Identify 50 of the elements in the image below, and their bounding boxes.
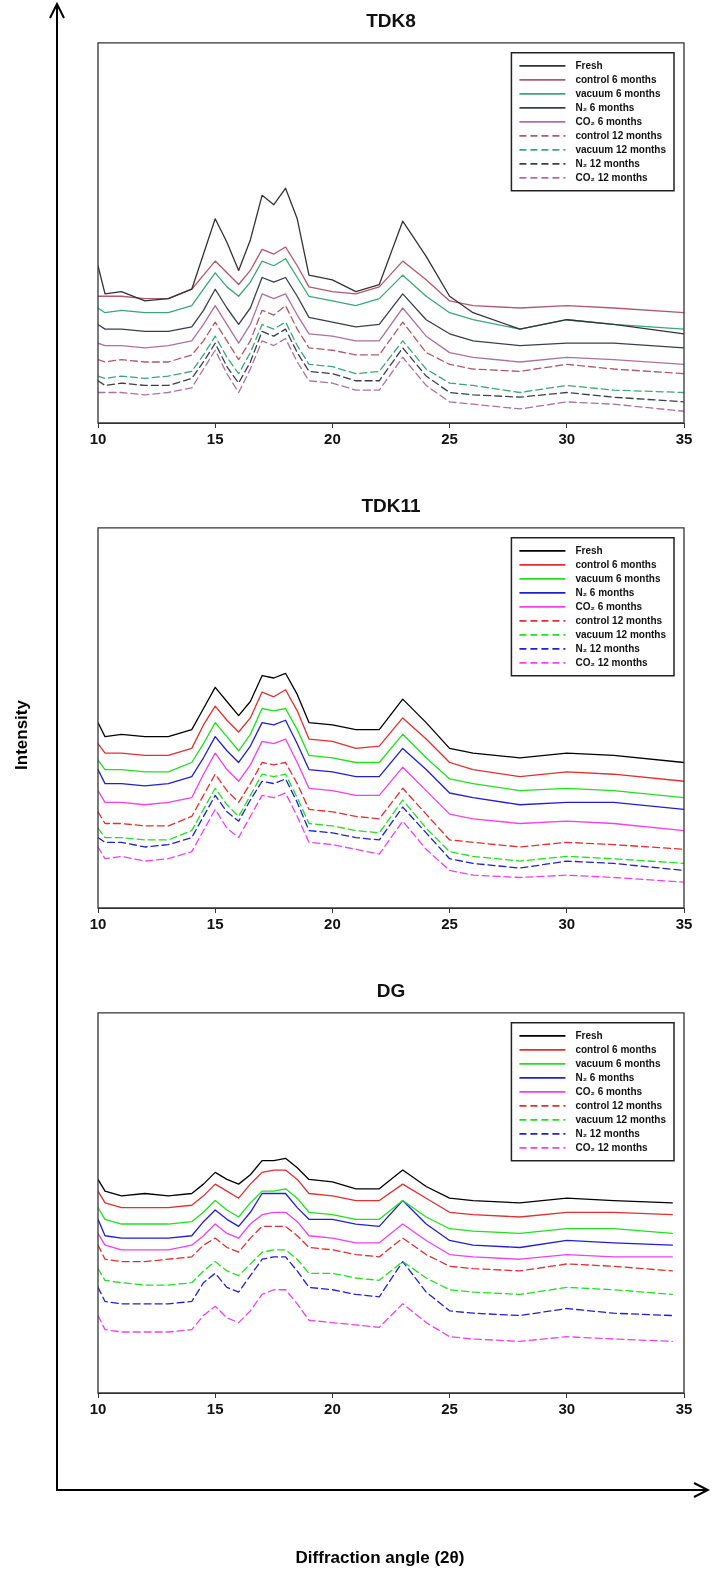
x-tick-label: 30 (558, 430, 576, 448)
chart-title: TDK8 (366, 9, 416, 31)
legend-label: vacuum 12 months (575, 1113, 667, 1125)
x-tick-label: 15 (206, 1400, 224, 1418)
legend-label: vacuum 6 months (575, 1057, 661, 1069)
y-axis-title: Intensity (12, 700, 32, 770)
legend-label: N₂ 6 months (575, 1071, 635, 1083)
x-tick-label: 10 (89, 1400, 107, 1418)
x-tick-label: 35 (675, 915, 693, 933)
legend-label: control 6 months (575, 73, 657, 85)
x-tick-label: 15 (206, 915, 224, 933)
x-tick-label: 25 (441, 915, 458, 933)
legend-label: N₂ 12 months (575, 642, 641, 654)
x-tick-label: 35 (675, 1400, 693, 1418)
x-tick-label: 20 (324, 430, 341, 448)
x-tick-label: 30 (558, 1400, 576, 1418)
x-tick-label: 20 (324, 915, 341, 933)
legend-label: control 6 months (575, 558, 657, 570)
legend-label: control 6 months (575, 1043, 657, 1055)
legend-label: N₂ 6 months (575, 586, 635, 598)
chart-title: DG (376, 979, 406, 1001)
legend-label: N₂ 6 months (575, 101, 635, 113)
legend-label: N₂ 12 months (575, 1127, 641, 1139)
legend-label: CO₂ 6 months (575, 600, 643, 612)
legend-label: N₂ 12 months (575, 157, 641, 169)
legend-label: Fresh (575, 544, 603, 556)
x-tick-label: 25 (441, 1400, 458, 1418)
x-tick-label: 25 (441, 430, 458, 448)
legend-label: vacuum 12 months (575, 143, 667, 155)
legend-label: vacuum 12 months (575, 628, 667, 640)
chart-title: TDK11 (361, 494, 421, 516)
legend-label: vacuum 6 months (575, 87, 661, 99)
x-tick-label: 10 (89, 430, 107, 448)
legend-label: CO₂ 12 months (575, 1141, 649, 1153)
legend-label: vacuum 6 months (575, 572, 661, 584)
legend-label: CO₂ 12 months (575, 171, 649, 183)
x-axis-title: Diffraction angle (2θ) (295, 1548, 465, 1568)
x-tick-label: 15 (206, 430, 224, 448)
x-tick-label: 10 (89, 915, 107, 933)
legend-label: control 12 months (575, 614, 663, 626)
legend-label: Fresh (575, 1029, 603, 1041)
legend-label: control 12 months (575, 129, 663, 141)
x-tick-label: 20 (324, 1400, 341, 1418)
legend-label: CO₂ 6 months (575, 115, 643, 127)
legend-label: control 12 months (575, 1099, 663, 1111)
x-tick-label: 30 (558, 915, 576, 933)
legend-label: CO₂ 6 months (575, 1085, 643, 1097)
legend-label: Fresh (575, 59, 603, 71)
x-tick-label: 35 (675, 430, 693, 448)
legend-label: CO₂ 12 months (575, 656, 649, 668)
